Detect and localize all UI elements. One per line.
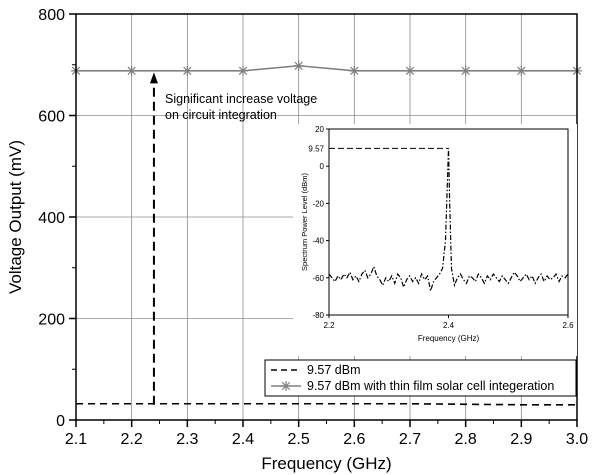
inset-y-tick-label: -40: [312, 237, 324, 246]
y-tick-label: 0: [56, 413, 65, 430]
series-solar-point: [182, 65, 193, 76]
y-axis-title: Voltage Output (mV): [6, 140, 25, 294]
legend-star-marker: [281, 381, 291, 391]
inset-y-tick-label: -60: [312, 274, 324, 283]
series-solar-point: [238, 65, 248, 76]
inset-peak-label: 9.57: [308, 144, 324, 153]
x-tick-label: 2.7: [399, 431, 421, 448]
x-tick-label: 2.1: [65, 431, 87, 448]
x-tick-label: 2.5: [288, 431, 310, 448]
series-solar-point: [126, 65, 137, 76]
inset-x-tick-label: 2.2: [323, 321, 335, 330]
annotation-line-1: Significant increase voltage: [165, 92, 317, 106]
inset-x-tick-label: 2.4: [443, 321, 455, 330]
x-tick-label: 2.3: [176, 431, 198, 448]
main-ticks: 2.1 2.2 2.3 2.4 2.5 2.6 2.7 2.8 2.9 3.00200400600…: [38, 7, 588, 448]
series-solar-point: [460, 65, 471, 76]
x-tick-label: 2.9: [510, 431, 532, 448]
inset-series: [328, 147, 569, 294]
inset-y-tick-label: -80: [312, 311, 324, 320]
x-axis-title: Frequency (GHz): [261, 454, 391, 473]
annotation-arrow-head: [149, 72, 158, 84]
x-tick-label: 2.2: [121, 431, 143, 448]
series-solar-line: [76, 64, 577, 72]
y-tick-label: 200: [38, 312, 65, 329]
inset-ticks: 2.2 2.4 2.6 20 0 -20 -40 -60 -80: [312, 125, 574, 330]
series-solar-point: [293, 60, 304, 71]
legend-label-2: 9.57 dBm with thin film solar cell integ…: [307, 379, 554, 393]
inset-chart: 2.2 2.4 2.6 20 0 -20 -40 -60 -80 Frequency (GHz)…: [293, 124, 577, 356]
x-tick-label: 2.8: [455, 431, 477, 448]
legend-label-1: 9.57 dBm: [307, 363, 361, 377]
legend-star-glyph: [281, 381, 291, 391]
inset-y-tick-label: -20: [312, 199, 324, 208]
inset-y-tick-label: 20: [315, 125, 324, 134]
legend-box: [264, 359, 577, 397]
annotation-line-2: on circuit integration: [165, 108, 277, 122]
series-solar-point: [349, 65, 360, 76]
x-tick-label: 2.6: [343, 431, 365, 448]
legend: 9.57 dBm 9.57 dBm with thin film solar c…: [264, 359, 577, 397]
inset-x-axis-title: Frequency (GHz): [418, 334, 480, 343]
series-solar-point: [405, 65, 415, 76]
annotation: Significant increase voltage on circuit …: [149, 72, 317, 405]
series-solar-point: [516, 65, 527, 76]
y-tick-label: 800: [38, 7, 65, 24]
x-tick-label: 3.0: [566, 431, 588, 448]
y-tick-label: 400: [38, 210, 65, 227]
inset-y-axis-title: Spectrum Power Level (dBm): [300, 173, 309, 271]
inset-background: [293, 124, 577, 356]
x-tick-label: 2.4: [232, 431, 254, 448]
inset-x-tick-label: 2.6: [562, 321, 574, 330]
y-tick-label: 600: [38, 109, 65, 126]
inset-y-tick-label: 0: [320, 162, 325, 171]
